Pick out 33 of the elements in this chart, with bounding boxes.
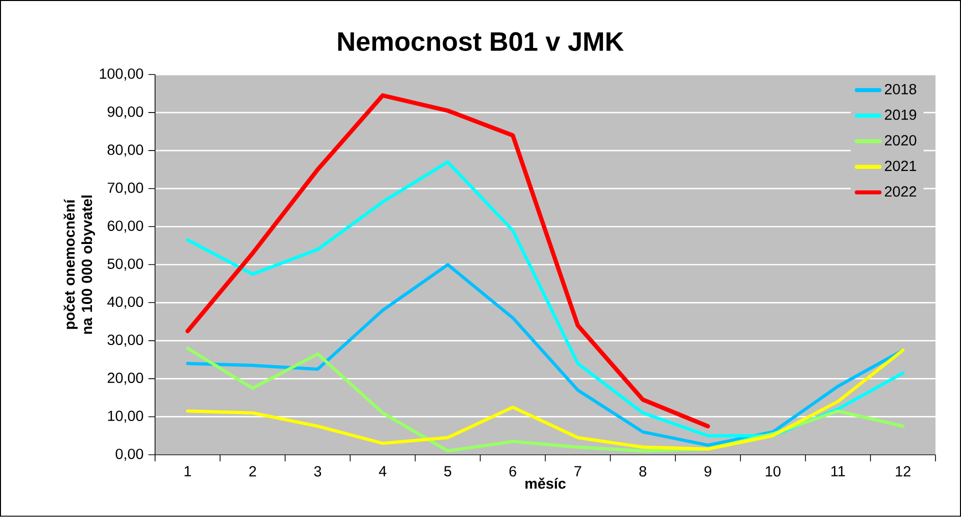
legend-label: 2020 (884, 135, 916, 146)
legend-label: 2021 (884, 160, 916, 172)
x-tick-label: 4 (378, 466, 386, 476)
chart-title: Nemocnost B01 v JMK (338, 32, 624, 52)
x-tick-label: 1 (184, 466, 191, 476)
y-axis-title: počet onemocnění na 100 000 obyvatel (64, 196, 95, 334)
legend-label: 2022 (884, 186, 916, 197)
legend-label: 2018 (884, 84, 916, 94)
y-tick-label: 30,00 (108, 334, 144, 347)
x-tick-label: 6 (509, 466, 516, 477)
line-series (185, 93, 710, 428)
y-tick-label: 90,00 (108, 106, 144, 119)
y-tick-label: 70,00 (108, 182, 144, 195)
x-tick-label: 7 (574, 466, 582, 476)
y-tick-label: 100,00 (100, 68, 144, 81)
x-tick-label: 10 (766, 466, 780, 477)
x-tick-label: 8 (639, 466, 646, 477)
x-tick-label: 12 (896, 466, 910, 476)
x-tick-label: 11 (831, 466, 845, 476)
y-tick-label: 60,00 (108, 220, 144, 233)
x-tick-label: 2 (249, 466, 256, 476)
x-axis-title: měsíc (525, 478, 566, 489)
x-tick-label: 9 (704, 466, 712, 477)
y-tick-label: 40,00 (107, 296, 144, 309)
y-tick-label: 20,00 (108, 372, 144, 385)
y-tick-label: 10,00 (108, 410, 144, 423)
legend-label: 2019 (884, 110, 916, 120)
y-tick-label: 0,00 (116, 448, 144, 461)
y-tick-label: 80,00 (108, 144, 144, 157)
line-series (186, 263, 905, 447)
x-tick-label: 3 (314, 466, 322, 477)
x-tick-label: 5 (444, 466, 452, 476)
y-tick-label: 50,00 (108, 258, 144, 271)
